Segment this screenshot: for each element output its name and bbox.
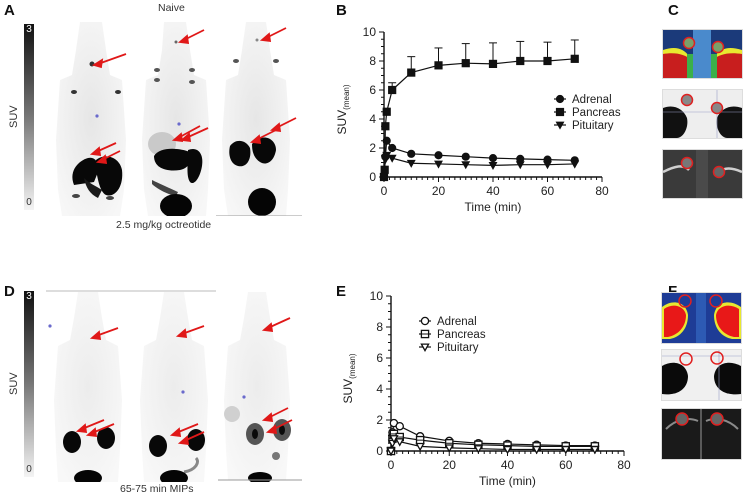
series-pituitary: [386, 435, 600, 456]
mip-blocked-2: [140, 292, 208, 482]
y-tick-label: 10: [370, 289, 384, 303]
x-tick-label: 80: [617, 458, 631, 472]
legend-label-adrenal: Adrenal: [437, 316, 477, 328]
colorbar-a-min: 0: [26, 197, 32, 208]
suv-colorbar-d: [24, 291, 34, 477]
pet-mip-images-a: [56, 22, 302, 216]
colorbar-a-label: SUV: [8, 105, 20, 128]
mip-naive-2: [142, 22, 210, 216]
series-adrenal: [379, 136, 579, 182]
series-pituitary: [379, 151, 580, 182]
mip-blocked-3: [218, 292, 302, 482]
y-tick-label: 2: [376, 413, 383, 427]
x-tick-label: 60: [541, 184, 555, 198]
pet-adrenal-f: [661, 349, 742, 401]
pet-adrenal-c: [662, 89, 743, 139]
legend-label-adrenal: Adrenal: [572, 94, 612, 106]
x-tick-label: 40: [501, 458, 515, 472]
panel-label-e: E: [336, 283, 347, 300]
tick-labels: 0 20 40 60 80 0 2 4 6 8 10: [363, 25, 609, 198]
y-tick-label: 6: [376, 351, 383, 365]
y-tick-label: 0: [376, 444, 383, 458]
x-tick-label: 60: [559, 458, 573, 472]
chart-e-suv-time: 0 20 40 60 80 0 2 4 6 8 10 Time (min) SUV(mean) Adren…: [341, 289, 631, 488]
pet-mip-images-d: [46, 290, 302, 482]
mip-naive-3: [216, 22, 302, 216]
panel-label-f: F: [668, 283, 678, 300]
y-tick-label: 4: [376, 382, 383, 396]
panel-a-title: Naive: [158, 2, 185, 14]
y-tick-label: 0: [369, 170, 376, 184]
colorbar-d-label: SUV: [8, 372, 20, 395]
legend-label-pituitary: Pituitary: [437, 342, 479, 354]
x-tick-label: 0: [381, 184, 388, 198]
colorbar-a-max: 3: [26, 24, 32, 35]
panel-label-a: A: [4, 2, 15, 19]
fused-pet-mri-adrenal-c: [662, 29, 743, 79]
panel-d-caption: 65-75 min MIPs: [120, 483, 194, 495]
x-axis-label: Time (min): [479, 474, 536, 488]
mip-blocked-1: [48, 292, 122, 482]
legend-label-pancreas: Pancreas: [572, 107, 621, 119]
x-axis-label: Time (min): [465, 200, 522, 214]
x-tick-label: 40: [486, 184, 500, 198]
arrow-markers-d: [75, 317, 293, 446]
y-tick-label: 8: [369, 54, 376, 68]
tick-labels: 0 20 40 60 80 0 2 4 6 8 10: [370, 289, 631, 472]
y-tick-label: 6: [369, 83, 376, 97]
panel-label-d: D: [4, 283, 15, 300]
mri-adrenal-c: [662, 149, 743, 199]
y-axis-label: SUV(mean): [335, 84, 351, 134]
y-tick-label: 8: [376, 320, 383, 334]
colorbar-d-min: 0: [26, 464, 32, 475]
colorbar-d-max: 3: [26, 291, 32, 302]
chart-b-suv-time: 0 20 40 60 80 0 2 4 6 8 10 Time (min) SUV(mean) Adren…: [335, 25, 621, 214]
y-tick-label: 10: [363, 25, 377, 39]
y-tick-label: 2: [369, 141, 376, 155]
panel-label-c: C: [668, 2, 679, 19]
legend-label-pituitary: Pituitary: [572, 120, 614, 132]
legend-label-pancreas: Pancreas: [437, 329, 486, 341]
suv-colorbar-a: [24, 24, 34, 210]
x-tick-label: 0: [388, 458, 395, 472]
x-tick-label: 80: [595, 184, 609, 198]
panel-a-caption: 2.5 mg/kg octreotide: [116, 219, 212, 231]
fused-pet-mri-adrenal-f: [661, 292, 742, 344]
mip-naive-1: [56, 22, 126, 216]
arrow-markers-a: [89, 27, 297, 165]
y-axis-label: SUV(mean): [341, 353, 357, 403]
panel-label-b: B: [336, 2, 347, 19]
x-tick-label: 20: [432, 184, 446, 198]
x-tick-label: 20: [443, 458, 457, 472]
y-tick-label: 4: [369, 112, 376, 126]
mri-adrenal-f: [661, 408, 742, 460]
